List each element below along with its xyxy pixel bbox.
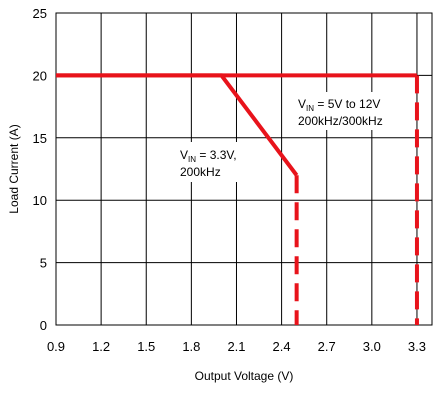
y-tick-label: 0 (40, 318, 47, 333)
annotation-background (176, 142, 254, 182)
series-group (56, 73, 419, 325)
x-tick-label: 1.2 (92, 339, 110, 354)
annotation-line2: 200kHz/300kHz (298, 114, 383, 128)
tick-labels: 0.9 1.2 1.5 1.8 2.1 2.4 2.7 3.0 3.3 0 5 10 15 20 25 (33, 6, 426, 354)
y-tick-label: 5 (40, 256, 47, 271)
x-tick-label: 1.8 (182, 339, 200, 354)
x-tick-label: 3.0 (363, 339, 381, 354)
annotation-background (292, 92, 402, 130)
annotation-vin-3v3: VIN = 3.3V, 200kHz (176, 142, 254, 182)
annotation-vin-5v-12v: VIN = 5V to 12V 200kHz/300kHz (292, 92, 402, 130)
annotation-line2: 200kHz (180, 165, 221, 179)
x-axis-title: Output Voltage (V) (195, 369, 294, 383)
x-tick-label: 2.4 (273, 339, 291, 354)
annotation-line1: VIN = 3.3V, (180, 148, 237, 164)
annotation-line1: VIN = 5V to 12V (298, 97, 380, 113)
x-tick-label: 2.7 (318, 339, 336, 354)
annotations: VIN = 5V to 12V 200kHz/300kHz VIN = 3.3V… (176, 92, 402, 182)
y-tick-label: 10 (33, 193, 47, 208)
y-tick-label: 25 (33, 6, 47, 21)
x-tick-label: 1.5 (137, 339, 155, 354)
x-tick-label: 0.9 (47, 339, 65, 354)
y-axis-title: Load Current (A) (7, 124, 21, 213)
x-tick-label: 3.3 (408, 339, 426, 354)
x-tick-label: 2.1 (227, 339, 245, 354)
y-tick-label: 20 (33, 68, 47, 83)
series-line-2 (56, 73, 299, 177)
y-tick-label: 15 (33, 131, 47, 146)
